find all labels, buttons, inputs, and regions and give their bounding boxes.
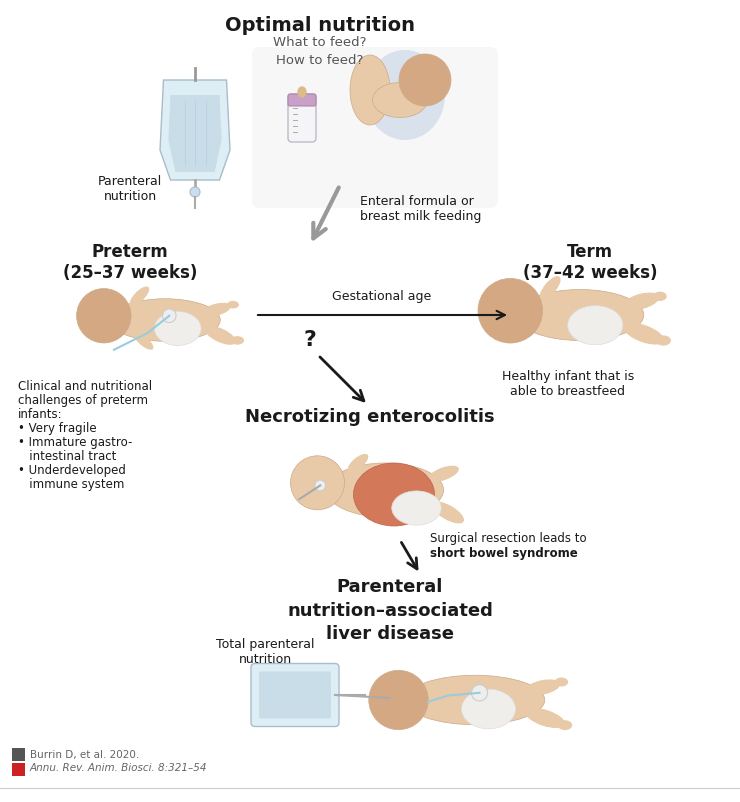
Ellipse shape	[432, 501, 464, 524]
Circle shape	[77, 289, 131, 343]
Ellipse shape	[372, 83, 428, 118]
Text: Clinical and nutritional: Clinical and nutritional	[18, 380, 152, 393]
Bar	[12, 763, 25, 776]
Ellipse shape	[201, 303, 231, 317]
Text: immune system: immune system	[18, 478, 124, 491]
Text: ?: ?	[303, 330, 317, 350]
FancyBboxPatch shape	[252, 47, 498, 208]
Text: What to feed?
How to feed?: What to feed? How to feed?	[273, 36, 367, 67]
Ellipse shape	[110, 299, 221, 341]
Ellipse shape	[230, 336, 244, 345]
Ellipse shape	[298, 87, 306, 97]
Text: infants:: infants:	[18, 408, 63, 421]
Ellipse shape	[428, 466, 459, 482]
Text: Term
(37–42 weeks): Term (37–42 weeks)	[522, 243, 657, 282]
Text: short bowel syndrome: short bowel syndrome	[430, 547, 578, 560]
Ellipse shape	[350, 55, 390, 125]
Ellipse shape	[623, 293, 659, 310]
Text: Optimal nutrition: Optimal nutrition	[225, 16, 415, 35]
Circle shape	[190, 187, 200, 197]
Text: Enteral formula or
breast milk feeding: Enteral formula or breast milk feeding	[360, 195, 482, 223]
Ellipse shape	[540, 276, 561, 299]
Ellipse shape	[406, 675, 545, 725]
Ellipse shape	[391, 491, 441, 525]
Text: Preterm
(25–37 weeks): Preterm (25–37 weeks)	[63, 243, 197, 282]
Ellipse shape	[134, 333, 153, 350]
Text: Gestational age: Gestational age	[332, 290, 431, 303]
Circle shape	[402, 82, 418, 98]
Text: Annu. Rev. Anim. Biosci. 8:321–54: Annu. Rev. Anim. Biosci. 8:321–54	[30, 763, 207, 773]
Ellipse shape	[525, 708, 565, 728]
Text: Parenteral
nutrition–associated
liver disease: Parenteral nutrition–associated liver di…	[287, 578, 493, 643]
Text: Surgical resection leads to: Surgical resection leads to	[430, 532, 587, 545]
Circle shape	[471, 685, 488, 701]
Ellipse shape	[624, 323, 664, 345]
Ellipse shape	[227, 301, 239, 309]
Ellipse shape	[365, 50, 445, 140]
Ellipse shape	[462, 689, 516, 729]
Ellipse shape	[130, 286, 149, 306]
Text: • Immature gastro-: • Immature gastro-	[18, 436, 132, 449]
FancyBboxPatch shape	[288, 94, 316, 106]
Circle shape	[163, 309, 176, 322]
Ellipse shape	[656, 335, 671, 346]
Ellipse shape	[653, 292, 667, 301]
Ellipse shape	[568, 306, 623, 345]
Text: challenges of preterm: challenges of preterm	[18, 394, 148, 407]
Ellipse shape	[558, 720, 572, 730]
Circle shape	[314, 480, 326, 491]
Ellipse shape	[326, 463, 443, 517]
Ellipse shape	[348, 454, 369, 472]
Text: • Underdeveloped: • Underdeveloped	[18, 464, 126, 477]
FancyBboxPatch shape	[259, 671, 331, 719]
Text: Total parenteral
nutrition: Total parenteral nutrition	[216, 638, 314, 666]
Ellipse shape	[555, 678, 568, 687]
Text: Burrin D, et al. 2020.: Burrin D, et al. 2020.	[30, 750, 139, 760]
Bar	[12, 748, 25, 761]
Ellipse shape	[155, 311, 201, 346]
Ellipse shape	[354, 463, 434, 526]
Text: Healthy infant that is
able to breastfeed: Healthy infant that is able to breastfee…	[502, 370, 634, 398]
Polygon shape	[160, 80, 230, 180]
FancyBboxPatch shape	[251, 663, 339, 727]
Ellipse shape	[517, 290, 644, 341]
Polygon shape	[169, 95, 221, 172]
Circle shape	[291, 456, 345, 510]
Text: Necrotizing enterocolitis: Necrotizing enterocolitis	[245, 408, 495, 426]
FancyBboxPatch shape	[288, 94, 316, 142]
Text: • Very fragile: • Very fragile	[18, 422, 97, 435]
Circle shape	[399, 54, 451, 106]
Text: intestinal tract: intestinal tract	[18, 450, 116, 463]
Circle shape	[478, 278, 542, 343]
Ellipse shape	[204, 326, 236, 345]
Circle shape	[369, 670, 428, 730]
Ellipse shape	[525, 679, 560, 695]
Text: Parenteral
nutrition: Parenteral nutrition	[98, 175, 162, 203]
